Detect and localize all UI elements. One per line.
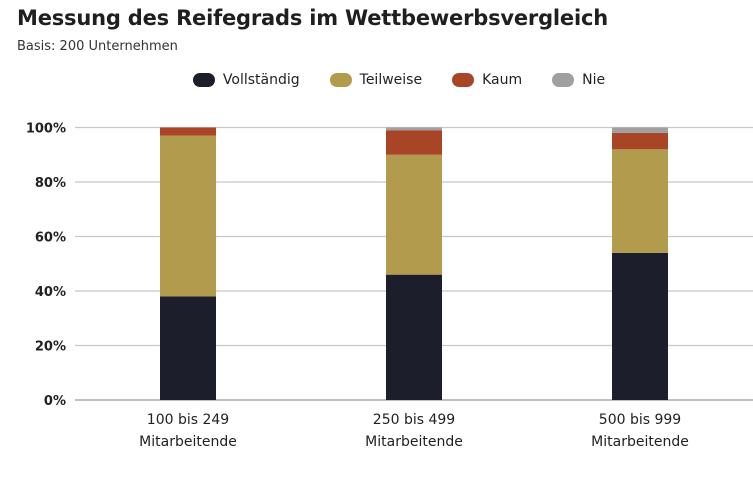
- x-tick-label: Mitarbeitende: [591, 434, 689, 450]
- chart-title: Messung des Reifegrads im Wettbewerbsver…: [17, 6, 608, 30]
- bar-segment-vollständig[interactable]: [386, 274, 442, 400]
- legend-swatch: [329, 73, 352, 87]
- x-tick-label: Mitarbeitende: [139, 434, 237, 450]
- bar-segment-nie[interactable]: [612, 127, 668, 133]
- y-tick-label: 80%: [35, 176, 66, 191]
- legend: Vollständig Teilweise Kaum Nie: [0, 72, 753, 88]
- legend-item-2[interactable]: Kaum: [452, 72, 522, 88]
- legend-item-1[interactable]: Teilweise: [329, 72, 423, 88]
- legend-label: Teilweise: [359, 72, 423, 88]
- y-tick-label: 0%: [44, 394, 66, 409]
- bar-segment-teilweise[interactable]: [160, 135, 216, 297]
- bar-segment-kaum[interactable]: [160, 127, 216, 136]
- legend-item-3[interactable]: Nie: [552, 72, 605, 88]
- y-tick-label: 60%: [35, 231, 66, 246]
- y-tick-label: 100%: [26, 122, 66, 137]
- legend-item-0[interactable]: Vollständig: [192, 72, 300, 88]
- bar-segment-kaum[interactable]: [612, 132, 668, 150]
- legend-swatch: [552, 73, 575, 87]
- bar-segment-nie[interactable]: [386, 127, 442, 131]
- x-tick-label: 500 bis 999: [599, 412, 681, 428]
- y-tick-label: 20%: [35, 340, 66, 355]
- bar-segment-kaum[interactable]: [386, 130, 442, 155]
- bar-segment-teilweise[interactable]: [612, 149, 668, 253]
- bar-segment-teilweise[interactable]: [386, 154, 442, 275]
- bar-segment-vollständig[interactable]: [612, 252, 668, 400]
- legend-swatch: [452, 73, 475, 87]
- legend-label: Nie: [582, 72, 606, 88]
- legend-label: Vollständig: [222, 72, 300, 88]
- legend-swatch: [192, 73, 215, 87]
- legend-label: Kaum: [482, 72, 523, 88]
- chart-subtitle: Basis: 200 Unternehmen: [17, 39, 178, 54]
- x-tick-label: 100 bis 249: [147, 412, 229, 428]
- y-tick-label: 40%: [35, 285, 66, 300]
- x-tick-label: Mitarbeitende: [365, 434, 463, 450]
- bar-segment-vollständig[interactable]: [160, 296, 216, 400]
- x-tick-label: 250 bis 499: [373, 412, 455, 428]
